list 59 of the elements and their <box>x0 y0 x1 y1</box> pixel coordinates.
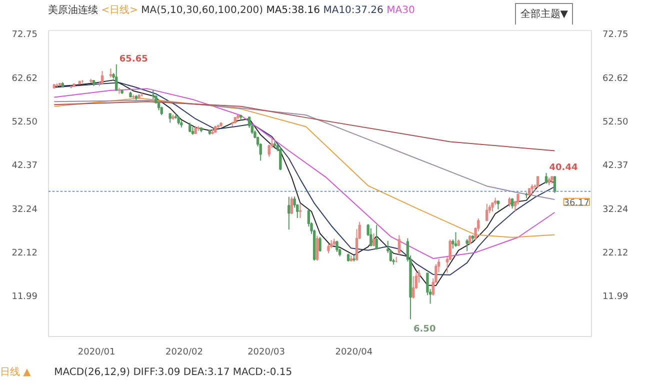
candlestick <box>290 196 294 215</box>
candlestick <box>466 238 468 252</box>
candlestick <box>510 198 514 209</box>
candlestick <box>316 235 319 262</box>
annotation: 65.65 <box>119 54 148 64</box>
candlestick <box>544 172 548 184</box>
text: MA30 <box>386 5 415 16</box>
y-tick-label: 22.12 <box>12 248 38 258</box>
x-tick-label: 2020/04 <box>335 348 373 358</box>
text: MACD(26,12,9) DIFF:3.09 DEA:3.17 MACD:-0.15 <box>54 367 292 378</box>
candlestick <box>248 116 251 128</box>
annotation: 40.44 <box>549 162 578 173</box>
y2-tick-label: 11.99 <box>602 292 629 302</box>
y2-tick-label: 42.37 <box>602 161 628 172</box>
candlestick <box>412 276 415 300</box>
line-series <box>54 101 556 152</box>
y-tick-label: 42.37 <box>12 161 38 172</box>
x-tick-label: 2020/02 <box>166 348 203 358</box>
text: <日线> <box>101 5 138 16</box>
candlestick <box>370 228 372 247</box>
text: MA5:38.16 <box>266 5 320 16</box>
candlestick <box>327 242 330 254</box>
y-tick-label: 62.62 <box>12 74 38 84</box>
annotation: 6.50 <box>414 324 436 334</box>
candlestick <box>115 64 118 91</box>
x-tick-label: 2020/03 <box>248 348 285 358</box>
y2-tick-label: 32.24 <box>602 204 629 215</box>
y2-tick-label: 52.50 <box>602 118 629 128</box>
candlestick <box>298 203 302 218</box>
y-tick-label: 32.24 <box>12 204 38 215</box>
text: MA10:37.26 <box>323 5 384 16</box>
y-tick-label: 11.99 <box>12 292 38 302</box>
y2-tick-label: 72.75 <box>602 30 628 40</box>
candlestick <box>279 146 282 171</box>
chart-subtitle: MA(5,10,30,60,100,200) <box>141 5 264 16</box>
candlestick <box>530 184 534 195</box>
text: 日线 ▲ <box>0 367 31 378</box>
candlestick <box>468 234 472 246</box>
candlestick <box>398 234 401 256</box>
text: 全部主题▼ <box>515 3 573 27</box>
candlestick <box>168 112 172 124</box>
candlestick <box>508 196 511 208</box>
y-tick-label: 52.50 <box>12 118 38 128</box>
candlestick <box>536 176 540 188</box>
candlestick <box>318 236 322 252</box>
candlestick <box>288 196 290 230</box>
candlestick <box>100 70 104 84</box>
candlestick <box>152 89 154 100</box>
y-tick-label: 72.75 <box>12 30 38 40</box>
chart-title: 美原油连续 <box>48 5 98 16</box>
candlestick <box>109 68 112 78</box>
x-tick-label: 2020/01 <box>78 348 116 358</box>
candlestick <box>375 224 378 250</box>
y2-tick-label: 62.62 <box>602 74 628 84</box>
candlestick <box>372 232 376 247</box>
candlestick <box>454 232 458 248</box>
y2-tick-label: 22.12 <box>602 248 628 258</box>
candlestick <box>553 176 556 194</box>
candlestick <box>486 203 488 222</box>
